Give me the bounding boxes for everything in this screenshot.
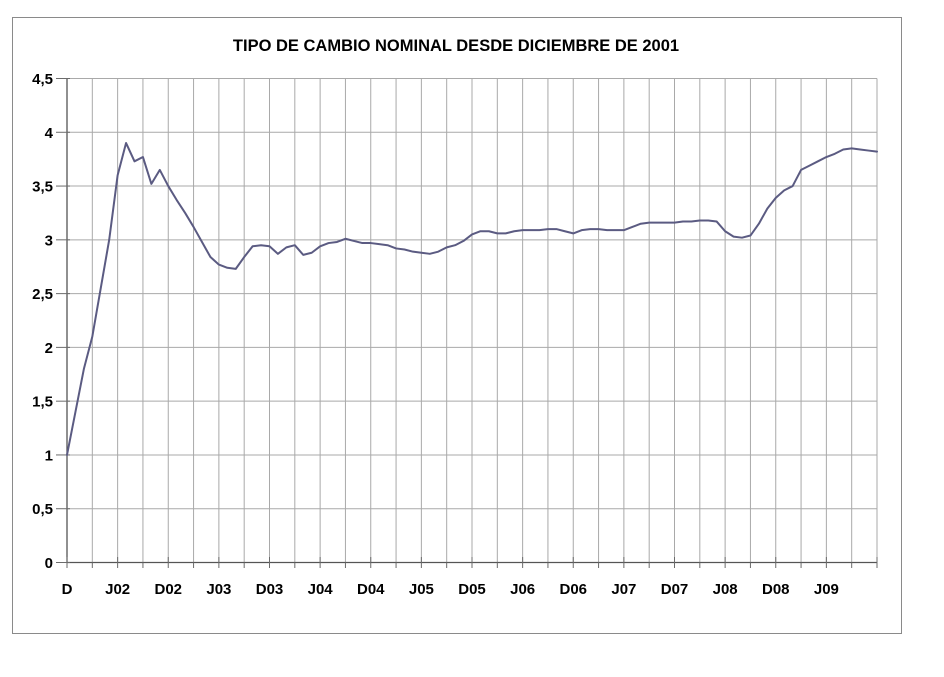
x-tick-label: D03 xyxy=(256,581,284,598)
chart-title: TIPO DE CAMBIO NOMINAL DESDE DICIEMBRE D… xyxy=(233,37,679,55)
y-tick-label: 4,5 xyxy=(32,71,53,88)
tick-labels: 0 0,5 1 1,5 2 2,5 3 3,5 4 4,5 D J02 D02 J03 D03 J04 D04 J… xyxy=(32,71,839,598)
y-tick-label: 4 xyxy=(45,125,54,142)
x-tick-label: D02 xyxy=(154,581,182,598)
x-tick-label: J09 xyxy=(814,581,839,598)
exchange-rate-line xyxy=(66,142,878,456)
x-tick-label: J04 xyxy=(308,581,334,598)
y-tick-label: 1 xyxy=(45,447,53,464)
x-tick-label: J03 xyxy=(206,581,231,598)
x-tick-label: J06 xyxy=(510,581,535,598)
y-tick-label: 0,5 xyxy=(32,501,53,518)
x-tick-label: J02 xyxy=(105,581,130,598)
x-tick-label: J08 xyxy=(713,581,738,598)
x-tick-label: D04 xyxy=(357,581,385,598)
x-tick-label: D07 xyxy=(661,581,689,598)
chart-border xyxy=(12,17,902,634)
y-tick-label: 3,5 xyxy=(32,179,53,196)
y-tick-label: 2,5 xyxy=(32,286,53,303)
y-tick-label: 0 xyxy=(45,555,53,572)
axes xyxy=(56,78,878,568)
y-tick-label: 2 xyxy=(45,340,53,357)
x-tick-label: J05 xyxy=(409,581,434,598)
x-tick-label: D xyxy=(62,581,73,598)
x-tick-label: D05 xyxy=(458,581,486,598)
y-tick-label: 3 xyxy=(45,232,53,249)
y-tick-label: 1,5 xyxy=(32,394,53,411)
x-tick-label: J07 xyxy=(611,581,636,598)
x-tick-label: D08 xyxy=(762,581,790,598)
x-tick-label: D06 xyxy=(559,581,587,598)
